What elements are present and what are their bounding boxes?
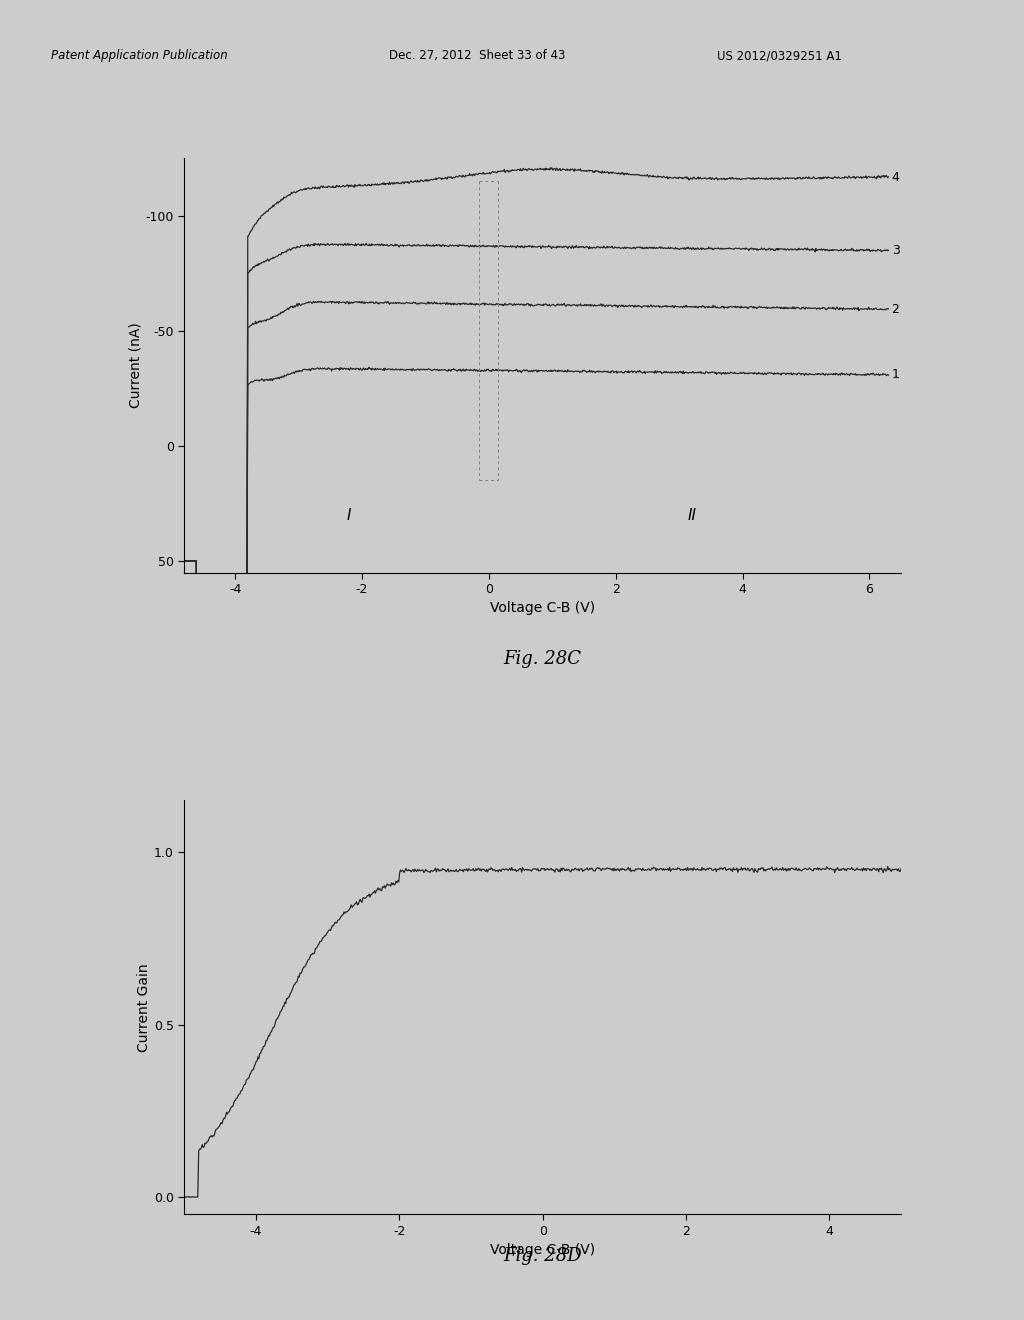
Text: 4: 4 <box>892 170 899 183</box>
X-axis label: Voltage C-B (V): Voltage C-B (V) <box>490 602 595 615</box>
X-axis label: Voltage C-B (V): Voltage C-B (V) <box>490 1243 595 1258</box>
Text: 3: 3 <box>892 244 899 257</box>
Text: 1: 1 <box>892 368 899 381</box>
Text: Patent Application Publication: Patent Application Publication <box>51 49 228 62</box>
Y-axis label: Current (nA): Current (nA) <box>129 322 142 408</box>
Text: Fig. 28C: Fig. 28C <box>504 649 582 668</box>
Text: Dec. 27, 2012  Sheet 33 of 43: Dec. 27, 2012 Sheet 33 of 43 <box>389 49 565 62</box>
Text: Fig. 28D: Fig. 28D <box>504 1246 582 1265</box>
Text: I: I <box>347 508 351 523</box>
Text: II: II <box>687 508 696 523</box>
Y-axis label: Current Gain: Current Gain <box>137 964 152 1052</box>
Text: US 2012/0329251 A1: US 2012/0329251 A1 <box>717 49 842 62</box>
Text: 2: 2 <box>892 302 899 315</box>
